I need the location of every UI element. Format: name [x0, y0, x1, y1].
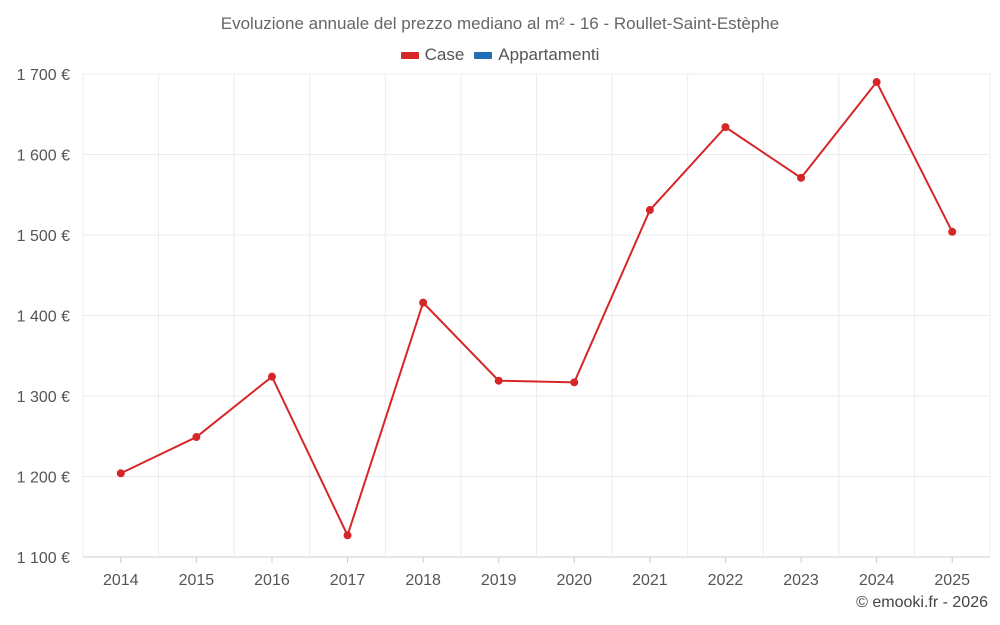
data-point — [797, 173, 806, 182]
legend-item-case[interactable]: Case — [400, 45, 465, 65]
x-tick-label: 2022 — [708, 572, 744, 589]
grid-lines — [82, 73, 991, 558]
legend-swatch-case — [400, 51, 419, 59]
data-point — [192, 433, 201, 442]
x-tick-label: 2021 — [632, 572, 668, 589]
legend-label-appartamenti: Appartamenti — [498, 45, 600, 64]
data-point — [494, 376, 503, 385]
y-tick-label: 1 500 € — [17, 228, 70, 245]
x-tick-label: 2020 — [556, 572, 592, 589]
data-point — [948, 227, 957, 236]
data-point — [570, 378, 579, 387]
legend-swatch-appartamenti — [474, 51, 493, 59]
y-tick-label: 1 600 € — [17, 148, 70, 165]
x-tick-label: 2015 — [179, 572, 215, 589]
y-tick-label: 1 700 € — [17, 67, 70, 84]
data-point — [645, 206, 654, 215]
x-tick-label: 2016 — [254, 572, 290, 589]
x-tick-label: 2019 — [481, 572, 517, 589]
x-tick-label: 2017 — [330, 572, 366, 589]
y-axis-ticks: 1 100 € 1 200 € 1 300 € 1 400 € 1 500 € 1 600… — [17, 67, 70, 567]
legend-item-appartamenti[interactable]: Appartamenti — [474, 45, 599, 65]
data-point — [721, 123, 730, 132]
chart-title: Evoluzione annuale del prezzo mediano al… — [220, 14, 780, 33]
y-tick-label: 1 300 € — [17, 389, 70, 406]
series-line-case — [120, 81, 954, 537]
x-tick-label: 2018 — [405, 572, 441, 589]
x-tick-label: 2014 — [103, 572, 139, 589]
copyright-credit: © emooki.fr - 2026 — [856, 594, 988, 611]
y-tick-label: 1 400 € — [17, 309, 70, 326]
legend-label-case: Case — [424, 45, 465, 64]
series-layer — [116, 78, 957, 540]
x-axis-ticks: 2014 2015 2016 2017 2018 2019 2020 2021 2022 2023… — [103, 557, 970, 589]
chart-legend: Case Appartamenti — [0, 45, 1000, 65]
x-tick-label: 2025 — [934, 572, 970, 589]
y-tick-label: 1 200 € — [17, 470, 70, 487]
data-point — [872, 78, 881, 87]
data-point — [419, 298, 428, 307]
data-point — [267, 372, 276, 381]
x-tick-label: 2023 — [783, 572, 819, 589]
data-point — [116, 469, 125, 478]
data-point — [343, 531, 352, 540]
x-tick-label: 2024 — [859, 572, 895, 589]
y-tick-label: 1 100 € — [17, 550, 70, 567]
